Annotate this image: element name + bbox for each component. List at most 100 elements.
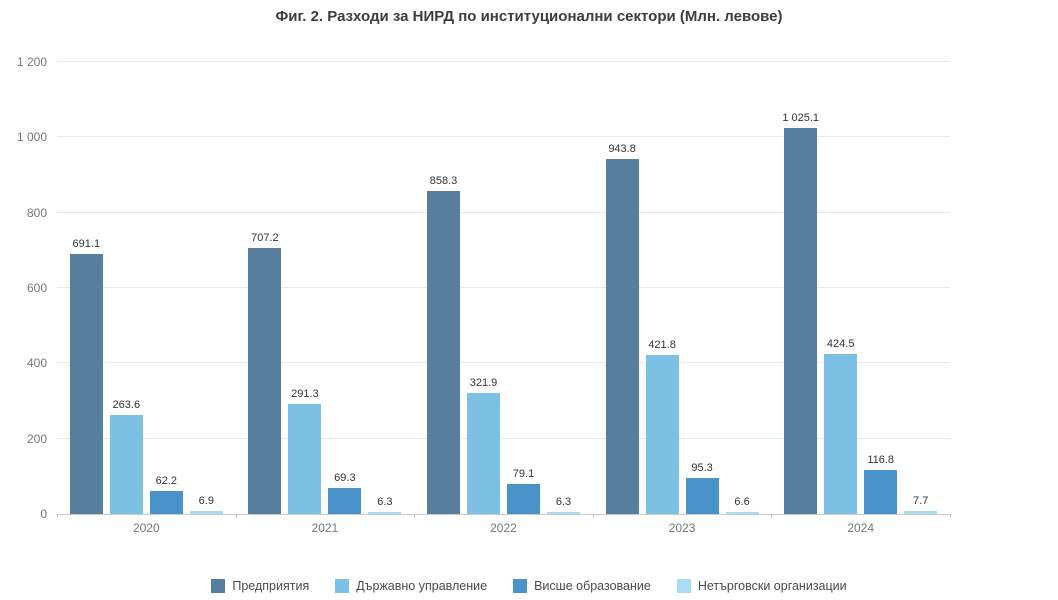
x-axis-label: 2022 — [490, 521, 517, 535]
y-axis-tick-label: 0 — [40, 507, 47, 521]
bar-value-label: 6.6 — [734, 495, 750, 508]
bar-slot: 291.3 — [288, 62, 322, 514]
y-axis-tick-label: 600 — [26, 281, 47, 295]
bar-slot: 263.6 — [109, 62, 143, 514]
bar-value-label: 1 025.1 — [782, 111, 820, 124]
bar-value-label: 858.3 — [429, 174, 458, 187]
x-axis-label: 2024 — [847, 521, 875, 535]
legend-item-Предприятия: Предприятия — [211, 579, 309, 593]
legend-item-Държавно управление: Държавно управление — [335, 579, 487, 593]
bar-Нетърговски организации-2023 — [725, 511, 759, 514]
bar-Висше образование-2023 — [685, 478, 719, 514]
legend-swatch-icon — [676, 579, 691, 593]
bar-group-2020: 691.1 263.6 62.2 6.9 2020 — [57, 62, 236, 535]
x-axis-label: 2023 — [668, 521, 696, 535]
legend-label: Висше образование — [534, 579, 651, 593]
legend-label: Нетърговски организации — [697, 579, 847, 593]
bar-Държавно управление-2021 — [288, 404, 322, 514]
bar-Висше образование-2020 — [149, 490, 183, 514]
bar-Предприятия-2024 — [784, 127, 818, 514]
gridline — [57, 362, 950, 364]
bar-slot: 321.9 — [466, 62, 500, 514]
x-axis-tick — [950, 514, 951, 518]
gridline — [57, 61, 950, 62]
bar-slot: 707.2 — [248, 62, 282, 514]
bar-slot: 7.7 — [904, 62, 938, 514]
bar-value-label: 421.8 — [648, 339, 676, 352]
y-axis-tick-label: 400 — [26, 356, 47, 371]
bar-slot: 424.5 — [824, 62, 858, 514]
bar-Предприятия-2021 — [248, 247, 282, 514]
bar-slot: 62.2 — [149, 62, 183, 514]
bar-value-label: 79.1 — [512, 468, 535, 481]
bar-value-label: 691.1 — [72, 237, 101, 250]
bar-value-label: 69.3 — [334, 471, 356, 484]
x-axis-tick — [771, 514, 773, 518]
bar-slot: 858.3 — [426, 62, 460, 514]
bar-value-label: 62.2 — [155, 474, 178, 487]
bar-value-label: 321.9 — [469, 376, 498, 389]
bar-Висше образование-2022 — [506, 484, 540, 514]
bar-Нетърговски организации-2022 — [546, 511, 580, 514]
legend-item-Висше образование: Висше образование — [513, 579, 651, 593]
bar-group-2024: 1 025.1 424.5 116.8 7.7 2024 — [771, 62, 950, 535]
y-axis-tick-label: 800 — [26, 205, 47, 220]
bar-Предприятия-2022 — [426, 190, 460, 514]
y-axis-tick-label: 1 000 — [16, 130, 47, 145]
legend-swatch-icon — [211, 579, 226, 593]
chart-title: Фиг. 2. Разходи за НИРД по институционал… — [275, 8, 783, 25]
bar-Нетърговски организации-2024 — [904, 511, 938, 514]
bar-Висше образование-2024 — [864, 470, 898, 514]
bar-slot: 943.8 — [605, 62, 639, 514]
legend-item-Нетърговски организации: Нетърговски организации — [676, 579, 847, 593]
bar-Държавно управление-2024 — [824, 354, 858, 514]
x-axis-tick — [57, 514, 58, 518]
bar-value-label: 263.6 — [112, 398, 141, 411]
x-axis-label: 2021 — [311, 521, 339, 535]
bar-group-2021: 707.2 291.3 69.3 6.3 2021 — [236, 62, 415, 535]
bar-value-label: 424.5 — [826, 338, 855, 351]
bar-slot: 6.3 — [546, 62, 580, 514]
bar-Висше образование-2021 — [328, 487, 362, 514]
bar-value-label: 943.8 — [608, 142, 636, 155]
bar-Държавно управление-2020 — [109, 414, 143, 514]
bar-group-2022: 858.3 321.9 79.1 6.3 2022 — [414, 62, 593, 535]
bar-group-2023: 943.8 421.8 95.3 6.6 2023 — [593, 62, 772, 535]
bar-value-label: 7.7 — [913, 495, 929, 508]
x-axis-tick — [414, 514, 416, 518]
bar-slot: 691.1 — [69, 62, 103, 514]
bar-value-label: 116.8 — [867, 454, 895, 467]
bar-Държавно управление-2022 — [466, 392, 500, 514]
bar-value-label: 6.9 — [198, 495, 214, 508]
bar-value-label: 291.3 — [291, 388, 319, 401]
gridline — [57, 211, 950, 213]
x-axis-label: 2020 — [132, 521, 160, 535]
bar-value-label: 6.3 — [555, 495, 572, 508]
bar-slot: 421.8 — [645, 62, 679, 514]
bar-slot: 6.3 — [368, 62, 402, 514]
bar-slot: 69.3 — [328, 62, 362, 514]
legend: Предприятия Държавно управление Висше обра… — [0, 579, 1058, 593]
bar-value-label: 707.2 — [251, 231, 279, 244]
bar-slot: 79.1 — [506, 62, 540, 514]
legend-swatch-icon — [513, 579, 528, 593]
bar-slot: 95.3 — [685, 62, 719, 514]
legend-label: Предприятия — [232, 579, 310, 593]
bar-slot: 116.8 — [864, 62, 898, 514]
bar-Нетърговски организации-2021 — [368, 511, 402, 514]
bar-slot: 6.9 — [189, 62, 223, 514]
y-axis-tick-label: 200 — [26, 431, 47, 446]
gridline — [57, 437, 950, 439]
bar-Предприятия-2023 — [605, 158, 639, 514]
plot-area: 0 200 400 600 800 1 000 1 200 691.1 263.6 62.2 6.9… — [17, 55, 951, 535]
gridline — [57, 136, 950, 138]
x-axis-tick — [235, 514, 237, 518]
bar-groups: 691.1 263.6 62.2 6.9 2020 707.2 291.3 69.3 6.3 20… — [57, 62, 950, 535]
bar-value-label: 95.3 — [691, 462, 713, 475]
gridline — [57, 287, 950, 288]
bar-Предприятия-2020 — [69, 253, 103, 514]
x-axis-tick — [592, 514, 594, 518]
bar-value-label: 6.3 — [377, 495, 393, 508]
legend-swatch-icon — [335, 579, 350, 593]
